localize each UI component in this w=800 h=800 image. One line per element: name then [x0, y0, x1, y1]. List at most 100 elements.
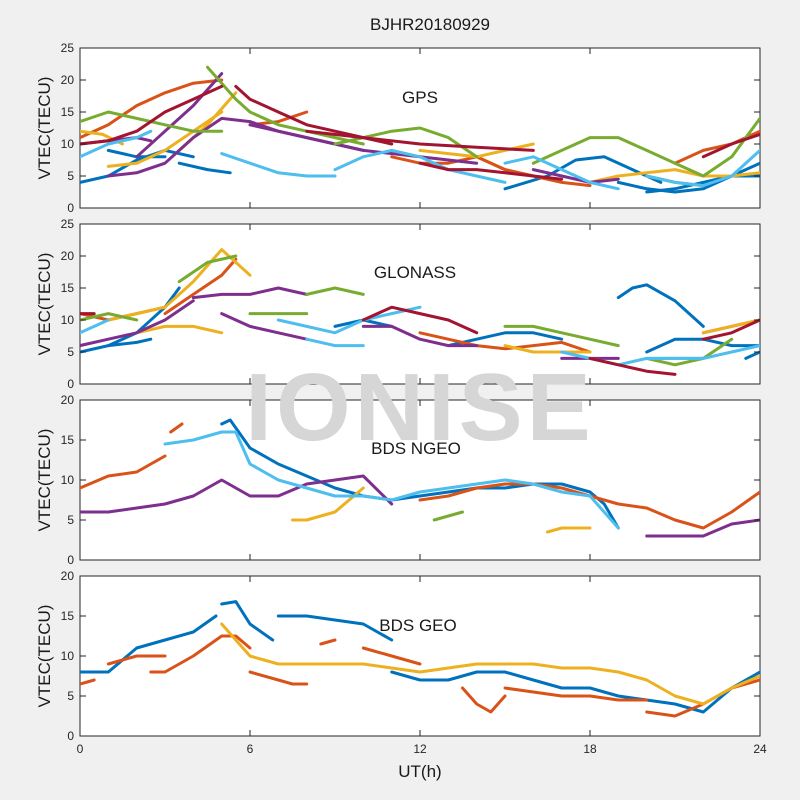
panels-group: 0 5 10 15 20 25 GPS VTEC(TECU) 0 5 10 15 20 25 GLONASS…	[35, 41, 767, 756]
y-axis-label: VTEC(TECU)	[35, 429, 54, 532]
series-line-20	[531, 168, 620, 184]
series-line-1	[106, 337, 153, 348]
y-tick-label: 10	[61, 473, 75, 487]
series-line-23	[305, 286, 365, 296]
series-line-13	[220, 622, 760, 706]
series-line-18	[220, 312, 309, 341]
x-tick-label: 24	[753, 742, 767, 756]
x-tick-label: 12	[413, 742, 427, 756]
series-line-33	[361, 305, 479, 335]
series-line-9	[163, 430, 620, 530]
series-line-4	[616, 283, 705, 328]
series-line-13	[135, 324, 224, 335]
watermark: IONISE	[245, 354, 594, 461]
panel-label: BDS GEO	[379, 616, 456, 635]
y-tick-label: 5	[67, 513, 74, 527]
series-line-3	[390, 670, 760, 714]
series-line-11	[106, 305, 167, 322]
series-line-8	[432, 510, 464, 522]
series-line-7	[248, 670, 309, 686]
y-tick-label: 25	[61, 217, 75, 231]
series-line-0	[80, 148, 195, 184]
y-tick-label: 5	[67, 689, 74, 703]
series-line-28	[276, 305, 422, 335]
series-line-2	[169, 422, 184, 434]
series-line-6	[80, 474, 394, 514]
series-line-5	[546, 526, 592, 534]
y-tick-label: 0	[67, 377, 74, 391]
y-tick-label: 5	[67, 345, 74, 359]
y-tick-label: 10	[61, 313, 75, 327]
series-line-31	[645, 344, 760, 360]
x-tick-label: 18	[583, 742, 597, 756]
series-line-25	[503, 324, 620, 348]
y-tick-label: 10	[61, 649, 75, 663]
series-line-5	[106, 654, 167, 666]
series-line-33	[305, 129, 535, 152]
series-line-19	[248, 123, 479, 165]
series-line-24	[531, 116, 760, 178]
series-line-19	[361, 324, 479, 348]
panel-2: 0 5 10 15 20 BDS NGEO VTEC(TECU)	[35, 393, 761, 567]
series-line-12	[163, 248, 252, 309]
series-line-27	[80, 318, 110, 335]
series-line-34	[588, 356, 677, 376]
series-line-17	[135, 72, 224, 159]
series-line-0	[80, 614, 218, 674]
series-line-23	[333, 126, 479, 159]
panel-label: GPS	[402, 88, 438, 107]
series-line-8	[319, 638, 337, 646]
plot-area	[79, 575, 761, 737]
series-line-28	[333, 148, 507, 184]
panel-3: 0 5 10 15 20 0 6 12 18 24 BDS GEO VTEC(TECU)	[35, 569, 767, 756]
series-line-10	[461, 686, 507, 714]
series-line-4	[80, 678, 96, 686]
y-tick-label: 0	[67, 729, 74, 743]
series-line-29	[305, 337, 365, 348]
series-group	[80, 418, 760, 538]
series-line-31	[80, 84, 224, 146]
series-line-29	[503, 155, 620, 191]
x-tick-label: 6	[247, 742, 254, 756]
panel-label: BDS NGEO	[371, 439, 461, 458]
series-line-6	[149, 634, 252, 674]
series-line-1	[220, 600, 275, 642]
series-line-15	[701, 318, 760, 335]
series-line-8	[163, 257, 238, 316]
y-axis-label: VTEC(TECU)	[35, 77, 54, 180]
y-tick-label: 15	[61, 609, 75, 623]
y-tick-label: 15	[61, 433, 75, 447]
x-axis-label: UT(h)	[398, 762, 441, 781]
y-tick-label: 20	[61, 249, 75, 263]
series-line-26	[80, 129, 153, 159]
y-axis-label: VTEC(TECU)	[35, 253, 54, 356]
panel-0: 0 5 10 15 20 25 GPS VTEC(TECU)	[35, 41, 761, 215]
y-tick-label: 5	[67, 169, 74, 183]
series-line-5	[616, 161, 760, 194]
series-line-30	[645, 148, 760, 188]
series-line-4	[291, 486, 365, 522]
series-line-35	[701, 318, 760, 341]
y-tick-label: 20	[61, 393, 75, 407]
series-line-26	[645, 337, 734, 367]
series-line-6	[80, 78, 224, 140]
series-line-1	[80, 454, 167, 490]
panel-1: 0 5 10 15 20 25 GLONASS VTEC(TECU)	[35, 217, 761, 391]
series-line-14	[503, 344, 592, 354]
series-line-22	[206, 65, 365, 146]
x-tick-label: 0	[77, 742, 84, 756]
y-tick-label: 15	[61, 281, 75, 295]
y-tick-label: 10	[61, 137, 75, 151]
series-group	[80, 65, 760, 194]
y-tick-label: 25	[61, 41, 75, 55]
series-line-22	[177, 254, 238, 284]
series-line-2	[177, 161, 232, 175]
plot-area	[79, 399, 761, 561]
panel-label: GLONASS	[374, 263, 456, 282]
series-line-21	[80, 312, 139, 322]
series-line-35	[701, 132, 760, 159]
figure-title: BJHR20180929	[370, 15, 490, 34]
series-line-27	[220, 152, 337, 178]
series-group	[80, 600, 760, 718]
